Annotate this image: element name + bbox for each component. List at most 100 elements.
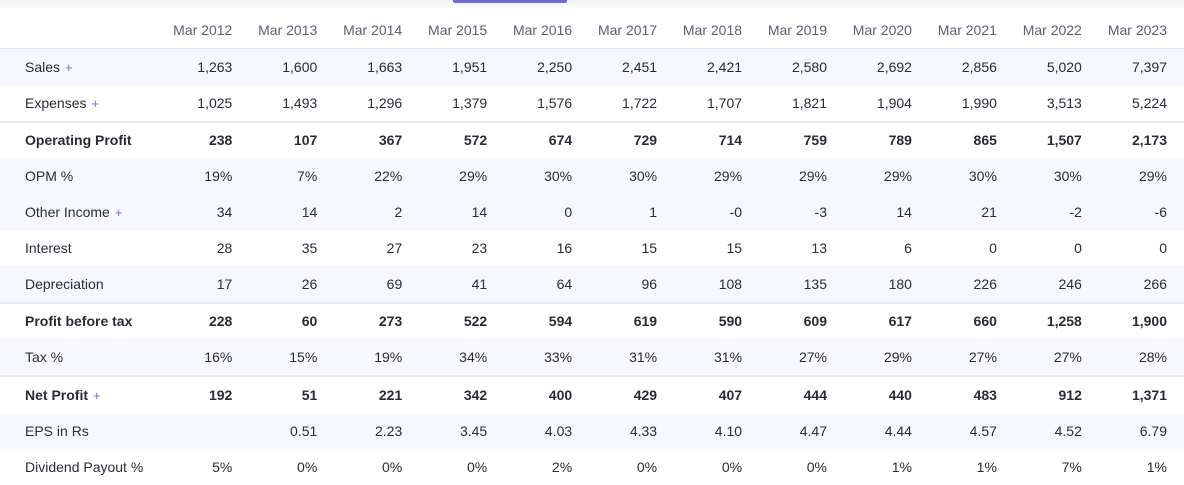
- value-cell: 23: [471, 239, 488, 256]
- value-cell: 1%: [976, 458, 997, 475]
- value-cell: 14: [249, 194, 335, 230]
- row-label: Dividend Payout %: [25, 458, 144, 475]
- row-label-cell[interactable]: Expenses +: [0, 85, 164, 122]
- row-label: Interest: [25, 239, 72, 256]
- row-label-cell: EPS in Rs: [0, 412, 165, 449]
- row-label-cell[interactable]: Other Income +: [0, 194, 165, 230]
- year-header: Mar 2014: [334, 12, 420, 49]
- value-cell: 5%: [212, 458, 233, 475]
- row-label-cell: Interest: [0, 230, 164, 266]
- value-cell: 407: [674, 375, 760, 413]
- value-cell: 729: [589, 120, 675, 159]
- value-cell: 440: [844, 375, 929, 413]
- value-cell: 2,421: [674, 48, 760, 85]
- value-cell: -2: [1013, 194, 1099, 230]
- value-cell: 29%: [844, 158, 929, 195]
- value-cell: 273: [334, 301, 420, 340]
- value-cell: 6.79: [1098, 412, 1184, 449]
- row-label: Sales: [25, 58, 61, 75]
- row-label: Profit before tax: [25, 313, 133, 330]
- row-label-cell: Depreciation: [0, 265, 165, 303]
- value-cell: 2,173: [1098, 120, 1184, 159]
- value-cell: 3,513: [1046, 94, 1082, 111]
- value-cell: 30%: [504, 158, 590, 195]
- top-fade: [0, 0, 1184, 10]
- table-row: Dividend Payout % 5% 0% 0% 0% 2% 0% 0% 0% 1% 1% 7% 1…: [0, 449, 1184, 485]
- value-cell: 1,493: [282, 94, 318, 111]
- value-cell: 1,663: [334, 48, 420, 85]
- expand-plus-icon[interactable]: +: [93, 388, 101, 404]
- value-cell: 0: [1074, 239, 1082, 256]
- value-cell: 2,451: [589, 48, 675, 85]
- value-cell: 69: [334, 265, 420, 303]
- value-cell: 1,263: [164, 48, 250, 85]
- row-label-cell: Profit before tax: [0, 301, 165, 340]
- value-cell: 246: [1013, 265, 1099, 303]
- value-cell: 865: [928, 120, 1014, 159]
- value-cell: 14: [419, 194, 505, 230]
- expand-plus-icon[interactable]: +: [65, 59, 73, 75]
- value-cell: 483: [928, 375, 1014, 413]
- year-header: Mar 2022: [1013, 12, 1099, 49]
- value-cell: 2,250: [504, 48, 590, 85]
- table-row: EPS in Rs 0.51 2.23 3.45 4.03 4.33 4.10 4.47 4.4…: [0, 412, 1184, 449]
- value-cell: 15: [641, 239, 658, 256]
- row-label-cell[interactable]: Sales +: [0, 48, 165, 85]
- value-cell: 1,576: [537, 94, 573, 111]
- value-cell: 27%: [759, 339, 844, 377]
- value-cell: 19%: [334, 339, 420, 377]
- expand-plus-icon[interactable]: +: [91, 95, 100, 111]
- value-cell: 27%: [1013, 339, 1099, 377]
- value-cell: 342: [419, 375, 505, 413]
- value-cell: 28%: [1098, 339, 1184, 377]
- value-cell: 7,397: [1098, 48, 1184, 85]
- value-cell: 21: [928, 194, 1014, 230]
- value-cell: 4.03: [504, 412, 590, 449]
- value-cell: 522: [419, 301, 505, 340]
- value-cell: 228: [164, 301, 250, 340]
- row-label: EPS in Rs: [25, 422, 89, 439]
- value-cell: 0%: [297, 458, 318, 475]
- value-cell: 444: [759, 375, 844, 413]
- value-cell: 367: [334, 120, 420, 159]
- value-cell: 1,707: [707, 94, 743, 111]
- value-cell: -0: [674, 194, 760, 230]
- value-cell: 0%: [721, 458, 743, 475]
- value-cell: -3: [759, 194, 844, 230]
- value-cell: 1,507: [1013, 120, 1099, 159]
- value-cell: 0: [504, 194, 590, 230]
- row-label-cell[interactable]: Net Profit +: [0, 375, 165, 413]
- value-cell: 29%: [759, 158, 844, 195]
- row-label: Other Income: [25, 204, 110, 221]
- year-header: Mar 2023: [1098, 12, 1184, 49]
- value-cell: 14: [844, 194, 929, 230]
- table-row: Interest 28 35 27 23 16 15 15 13 6 0 0 0: [0, 230, 1184, 266]
- value-cell: 2: [334, 194, 420, 230]
- table-row: Sales +1,263 1,600 1,663 1,951 2,250 2,451 2,42…: [0, 48, 1184, 85]
- table-row: Operating Profit 238 107 367 572 674 729 714 759…: [0, 120, 1184, 159]
- value-cell: 22%: [334, 158, 420, 195]
- year-header: Mar 2016: [504, 12, 590, 49]
- value-cell: 29%: [674, 158, 760, 195]
- value-cell: 714: [674, 120, 760, 159]
- value-cell: 30%: [589, 158, 675, 195]
- value-cell: 590: [674, 301, 760, 340]
- value-cell: 51: [249, 375, 335, 413]
- table-row: Net Profit +192 51 221 342 400 429 407 444 440 483…: [0, 375, 1184, 413]
- value-cell: 0%: [806, 458, 827, 475]
- value-cell: 180: [844, 265, 929, 303]
- year-header: Mar 2021: [928, 12, 1014, 49]
- value-cell: 192: [164, 375, 250, 413]
- year-header: Mar 2015: [419, 12, 505, 49]
- value-cell: 1,990: [961, 94, 997, 111]
- value-cell: 135: [759, 265, 844, 303]
- row-label: Operating Profit: [25, 132, 132, 149]
- value-cell: 674: [504, 120, 590, 159]
- value-cell: 4.57: [928, 412, 1014, 449]
- value-cell: 31%: [674, 339, 760, 377]
- row-label: Depreciation: [25, 275, 104, 292]
- value-cell: 108: [674, 265, 760, 303]
- value-cell: 29%: [419, 158, 505, 195]
- row-label: OPM %: [25, 168, 74, 185]
- expand-plus-icon[interactable]: +: [114, 205, 123, 221]
